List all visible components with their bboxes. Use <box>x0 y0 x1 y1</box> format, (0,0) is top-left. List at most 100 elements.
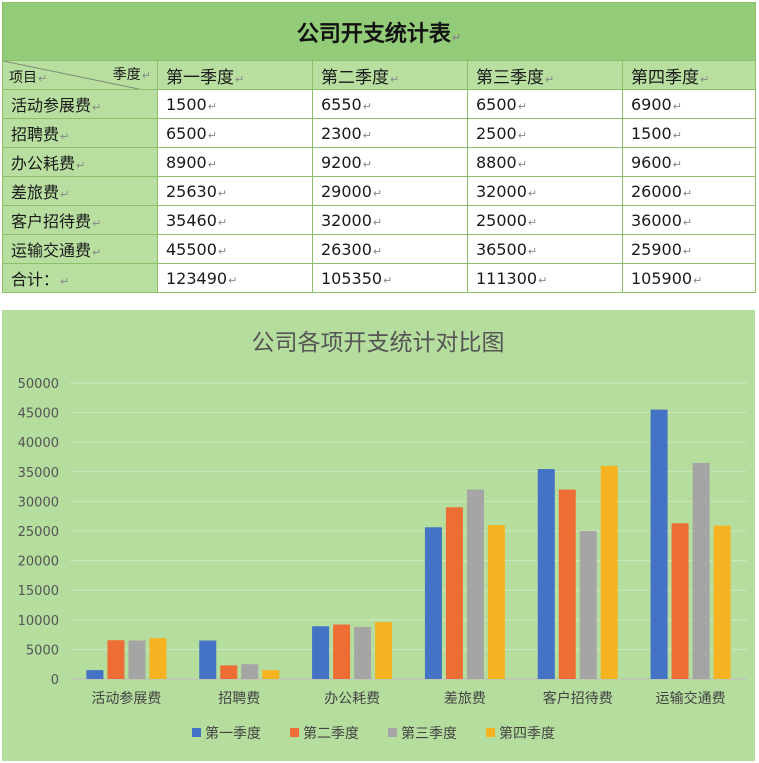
row-label-cell: 招聘费↵ <box>2 118 158 148</box>
bar <box>424 527 442 679</box>
row-label-cell: 运输交通费↵ <box>2 234 158 264</box>
y-tick-label: 25000 <box>18 525 59 540</box>
table-row: 合计：↵ 123490↵ 105350↵ 111300↵ 105900↵ <box>2 263 756 293</box>
value-cell: 105900↵ <box>622 263 756 293</box>
x-category-label: 运输交通费 <box>656 690 726 707</box>
value-cell: 8900↵ <box>157 147 313 177</box>
bar <box>692 462 710 679</box>
value-cell: 26000↵ <box>622 176 756 206</box>
x-category-label: 差旅费 <box>444 691 486 707</box>
row-label-cell: 差旅费↵ <box>2 176 158 206</box>
bar <box>220 665 238 679</box>
bar <box>375 622 393 679</box>
y-tick-label: 20000 <box>18 555 59 570</box>
y-tick-label: 30000 <box>18 495 59 510</box>
value-cell: 26300↵ <box>312 234 468 264</box>
table-row: 客户招待费↵ 35460↵ 32000↵ 25000↵ 36000↵ <box>2 205 756 235</box>
table-title: 公司开支统计表 <box>296 21 451 47</box>
value-cell: 9200↵ <box>312 147 468 177</box>
bar <box>671 523 689 679</box>
y-tick-label: 0 <box>51 673 59 688</box>
value-cell: 36500↵ <box>467 234 623 264</box>
x-category-label: 活动参展费 <box>91 690 161 707</box>
bar-chart: 公司各项开支统计对比图 0 5000 10000 15000 20000 25000 3000… <box>18 330 747 742</box>
y-tick-label: 45000 <box>18 407 59 422</box>
row-label-cell: 活动参展费↵ <box>2 89 158 119</box>
bar <box>128 640 146 679</box>
value-cell: 25000↵ <box>467 205 623 235</box>
header-cell: 第三季度↵ <box>467 60 623 90</box>
bar <box>354 626 372 679</box>
legend-label: 第一季度 <box>205 725 261 742</box>
table-body: 活动参展费↵ 1500↵ 6550↵ 6500↵ 6900↵ 招聘费↵ 6500↵ 2300↵… <box>2 89 756 293</box>
corner-label-quarter: 季度↵ <box>112 67 151 83</box>
y-tick-label: 5000 <box>26 643 59 658</box>
value-cell: 6500↵ <box>467 89 623 119</box>
y-tick-label: 35000 <box>18 466 59 481</box>
bar <box>713 525 731 679</box>
y-tick-label: 40000 <box>18 436 59 451</box>
value-cell: 111300↵ <box>467 263 623 293</box>
bar <box>650 409 668 679</box>
value-cell: 6550↵ <box>312 89 468 119</box>
bar <box>600 465 618 679</box>
bar <box>487 525 505 679</box>
x-category-label: 招聘费 <box>218 691 260 707</box>
legend-swatch <box>290 728 299 737</box>
bar <box>466 489 484 679</box>
value-cell: 6900↵ <box>622 89 756 119</box>
diagonal-divider <box>3 61 139 89</box>
y-tick-label: 50000 <box>18 377 59 392</box>
table-corner-cell: 季度↵ 项目↵ <box>2 60 158 90</box>
bar <box>241 664 259 679</box>
legend-label: 第三季度 <box>401 725 457 742</box>
expense-table-container: 公司开支统计表↵ 季度↵ 项目↵ 第一季度↵ 第二季度↵ 第三季度↵ 第四季度↵… <box>2 2 756 293</box>
legend-label: 第四季度 <box>499 725 555 742</box>
value-cell: 32000↵ <box>312 205 468 235</box>
x-category-label: 办公耗费 <box>324 691 380 707</box>
expense-table: 公司开支统计表↵ 季度↵ 项目↵ 第一季度↵ 第二季度↵ 第三季度↵ 第四季度↵… <box>2 2 756 293</box>
value-cell: 9600↵ <box>622 147 756 177</box>
bar <box>537 469 555 679</box>
legend-swatch <box>388 728 397 737</box>
row-label-cell: 合计：↵ <box>2 263 158 293</box>
value-cell: 2300↵ <box>312 118 468 148</box>
bar <box>558 489 576 679</box>
bar <box>312 626 330 679</box>
value-cell: 6500↵ <box>157 118 313 148</box>
legend-swatch <box>192 728 201 737</box>
value-cell: 25630↵ <box>157 176 313 206</box>
value-cell: 35460↵ <box>157 205 313 235</box>
value-cell: 36000↵ <box>622 205 756 235</box>
value-cell: 8800↵ <box>467 147 623 177</box>
value-cell: 1500↵ <box>157 89 313 119</box>
table-row: 招聘费↵ 6500↵ 2300↵ 2500↵ 1500↵ <box>2 118 756 148</box>
header-cell: 第二季度↵ <box>312 60 468 90</box>
bar <box>107 640 125 679</box>
table-row: 办公耗费↵ 8900↵ 9200↵ 8800↵ 9600↵ <box>2 147 756 177</box>
value-cell: 1500↵ <box>622 118 756 148</box>
y-tick-label: 15000 <box>18 584 59 599</box>
legend-label: 第二季度 <box>303 725 359 742</box>
header-cell: 第一季度↵ <box>157 60 313 90</box>
y-tick-label: 10000 <box>18 614 59 629</box>
row-label-cell: 办公耗费↵ <box>2 147 158 177</box>
table-row: 差旅费↵ 25630↵ 29000↵ 32000↵ 26000↵ <box>2 176 756 206</box>
chart-title: 公司各项开支统计对比图 <box>252 330 505 356</box>
return-mark: ↵ <box>451 30 462 44</box>
x-category-label: 客户招待费 <box>543 690 613 707</box>
bar <box>149 638 167 679</box>
bar <box>579 531 597 679</box>
bar <box>86 670 104 679</box>
value-cell: 123490↵ <box>157 263 313 293</box>
chart-panel: 公司各项开支统计对比图 0 5000 10000 15000 20000 25000 3000… <box>2 310 755 761</box>
corner-label-item: 项目↵ <box>9 70 48 86</box>
value-cell: 45500↵ <box>157 234 313 264</box>
table-header-row: 季度↵ 项目↵ 第一季度↵ 第二季度↵ 第三季度↵ 第四季度↵ <box>2 60 756 90</box>
table-title-cell: 公司开支统计表↵ <box>2 2 756 61</box>
table-row: 活动参展费↵ 1500↵ 6550↵ 6500↵ 6900↵ <box>2 89 756 119</box>
value-cell: 32000↵ <box>467 176 623 206</box>
value-cell: 29000↵ <box>312 176 468 206</box>
row-label-cell: 客户招待费↵ <box>2 205 158 235</box>
